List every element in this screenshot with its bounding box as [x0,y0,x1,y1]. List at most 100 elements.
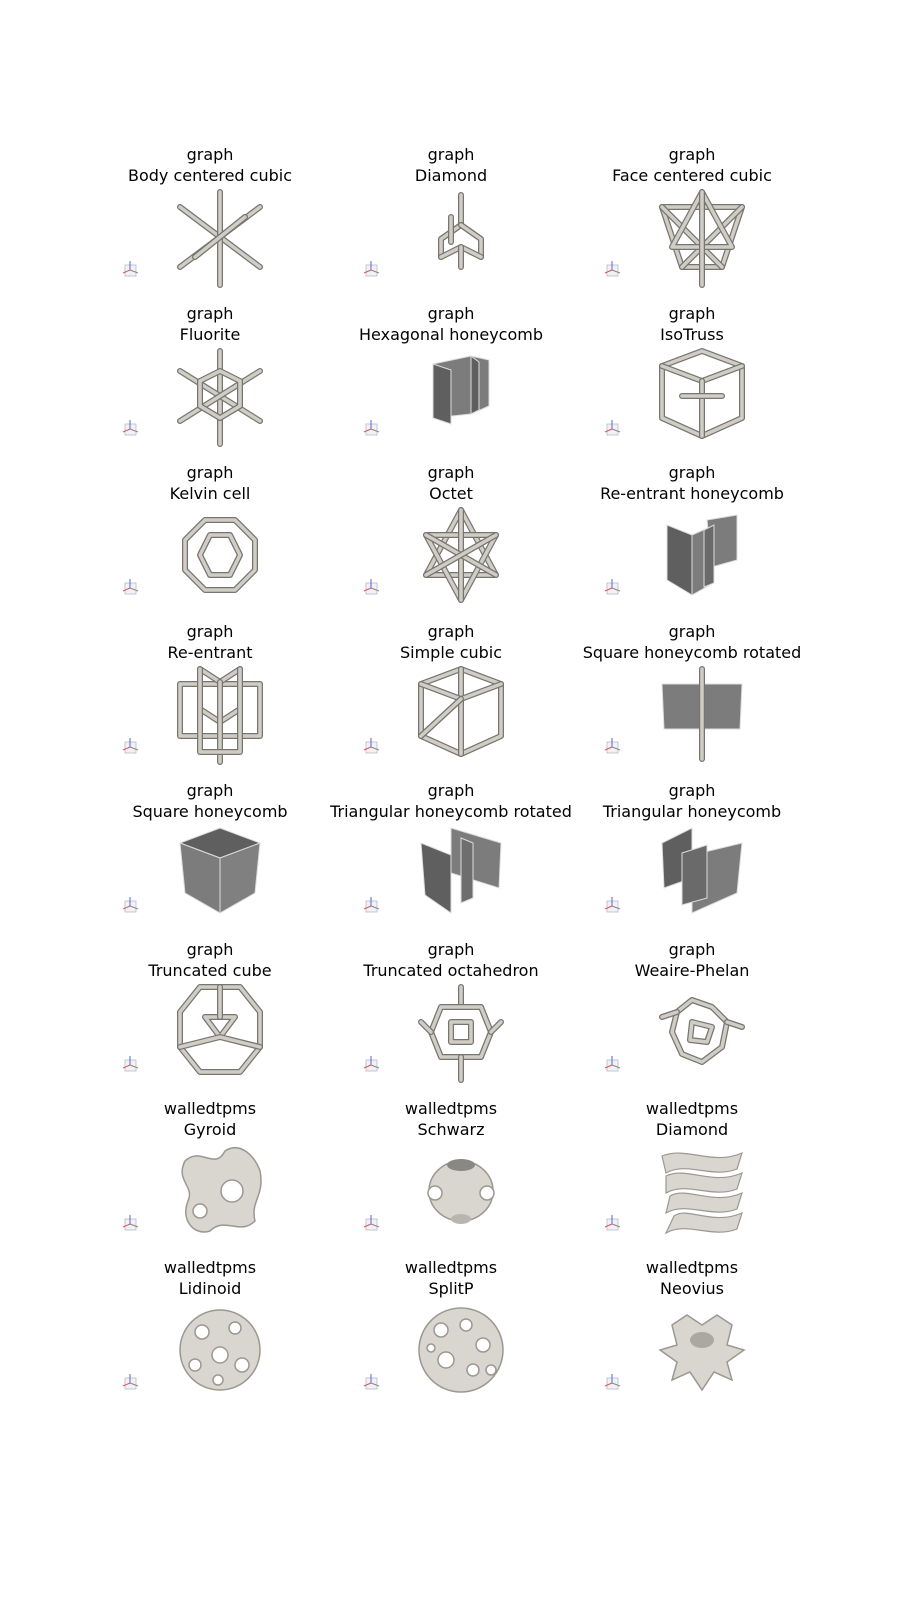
lattice-name-label: Weaire-Phelan [634,961,750,980]
fluorite-lattice-icon [177,348,263,447]
orientation-axes-icon [604,1374,621,1390]
lattice-name-label: Neovius [660,1279,724,1298]
lattice-panel: graph Weaire-Phelan [562,940,822,1102]
orientation-axes-icon [604,738,621,754]
orientation-axes-icon [363,420,380,436]
simple-cubic-icon [418,666,504,757]
lattice-panel: walledtpms Gyroid [80,1099,340,1261]
reentrant-lattice-icon [177,666,263,765]
lattice-name-label: Simple cubic [399,643,503,662]
lattice-panel: graph Square honeycomb rotated [562,622,822,784]
lattice-family-label: graph [427,622,475,641]
orientation-axes-icon [604,579,621,595]
lattice-panel: graph Re-entrant [80,622,340,784]
gyroid-tpms-icon [181,1147,262,1233]
lattice-panel: graph Body centered cubic [80,145,340,307]
orientation-axes-icon [363,897,380,913]
diamond-tpms-icon [661,1151,743,1235]
lattice-panel: graph IsoTruss [562,304,822,466]
lattice-family-label: walledtpms [645,1258,739,1277]
lattice-family-label: graph [186,304,234,323]
lattice-panel: walledtpms Lidinoid [80,1258,340,1420]
lattice-family-label: graph [427,781,475,800]
orientation-axes-icon [604,897,621,913]
fcc-lattice-icon [659,189,745,288]
orientation-axes-icon [363,261,380,277]
lattice-family-label: walledtpms [163,1099,257,1118]
orientation-axes-icon [122,1056,139,1072]
triangular-honeycomb-rotated-icon [420,827,502,914]
lattice-panel: walledtpms Diamond [562,1099,822,1261]
lattice-panel: graph Hexagonal honeycomb [321,304,581,466]
octet-lattice-icon [423,507,499,603]
lattice-panel: graph Truncated octahedron [321,940,581,1102]
lattice-family-label: graph [668,940,716,959]
lattice-name-label: Diamond [655,1120,729,1139]
lattice-name-label: Triangular honeycomb [602,802,782,821]
orientation-axes-icon [122,579,139,595]
orientation-axes-icon [363,1056,380,1072]
lattice-family-label: graph [186,622,234,641]
square-honeycomb-icon [178,827,262,914]
lattice-family-label: graph [427,304,475,323]
lattice-panel: graph Re-entrant honeycomb [562,463,822,625]
lattice-family-label: walledtpms [404,1099,498,1118]
orientation-axes-icon [604,261,621,277]
truncated-octahedron-icon [418,984,504,1083]
lattice-name-label: Schwarz [417,1120,485,1139]
lattice-family-label: walledtpms [163,1258,257,1277]
lattice-name-label: Fluorite [179,325,241,344]
weaire-phelan-icon [659,997,745,1065]
lattice-family-label: graph [668,781,716,800]
lattice-name-label: Diamond [414,166,488,185]
lattice-name-label: Face centered cubic [612,166,772,185]
lattice-panel: graph Kelvin cell [80,463,340,625]
lattice-family-label: graph [186,145,234,164]
lattice-family-label: graph [427,145,475,164]
orientation-axes-icon [363,1374,380,1390]
lattice-family-label: walledtpms [404,1258,498,1277]
lattice-name-label: Re-entrant [167,643,253,662]
lattice-name-label: Re-entrant honeycomb [600,484,784,503]
hexagonal-honeycomb-icon [432,355,490,425]
lattice-family-label: graph [427,940,475,959]
lattice-name-label: Kelvin cell [169,484,251,503]
diamond-lattice-icon [438,192,484,270]
lattice-panel: graph Fluorite [80,304,340,466]
lattice-family-label: graph [186,940,234,959]
orientation-axes-icon [604,1215,621,1231]
lattice-panel: graph Triangular honeycomb rotated [321,781,581,943]
lattice-family-label: graph [186,781,234,800]
lattice-panel: graph Triangular honeycomb [562,781,822,943]
orientation-axes-icon [122,897,139,913]
orientation-axes-icon [122,738,139,754]
lattice-name-label: Body centered cubic [127,166,293,185]
lattice-name-label: Truncated cube [148,961,272,980]
lattice-name-label: Gyroid [183,1120,237,1139]
lattice-name-label: IsoTruss [660,325,724,344]
lattice-name-label: SplitP [428,1279,474,1298]
square-honeycomb-rotated-icon [661,666,743,762]
orientation-axes-icon [122,420,139,436]
kelvin-cell-icon [182,517,258,593]
bcc-lattice-icon [177,189,263,288]
lattice-panel: graph Truncated cube [80,940,340,1102]
neovius-tpms-icon [658,1314,746,1392]
lattice-panel: graph Octet [321,463,581,625]
lattice-panel: walledtpms SplitP [321,1258,581,1420]
schwarz-tpms-icon [427,1159,495,1224]
reentrant-honeycomb-icon [666,514,738,596]
orientation-axes-icon [363,579,380,595]
lattice-family-label: graph [668,463,716,482]
orientation-axes-icon [363,738,380,754]
lattice-panel: graph Face centered cubic [562,145,822,307]
lattice-name-label: Truncated octahedron [363,961,539,980]
lattice-panel: graph Simple cubic [321,622,581,784]
lattice-name-label: Octet [429,484,473,503]
lattice-family-label: graph [427,463,475,482]
orientation-axes-icon [122,1215,139,1231]
lidinoid-tpms-icon [179,1309,261,1391]
lattice-family-label: graph [186,463,234,482]
lattice-name-label: Square honeycomb rotated [582,643,802,662]
